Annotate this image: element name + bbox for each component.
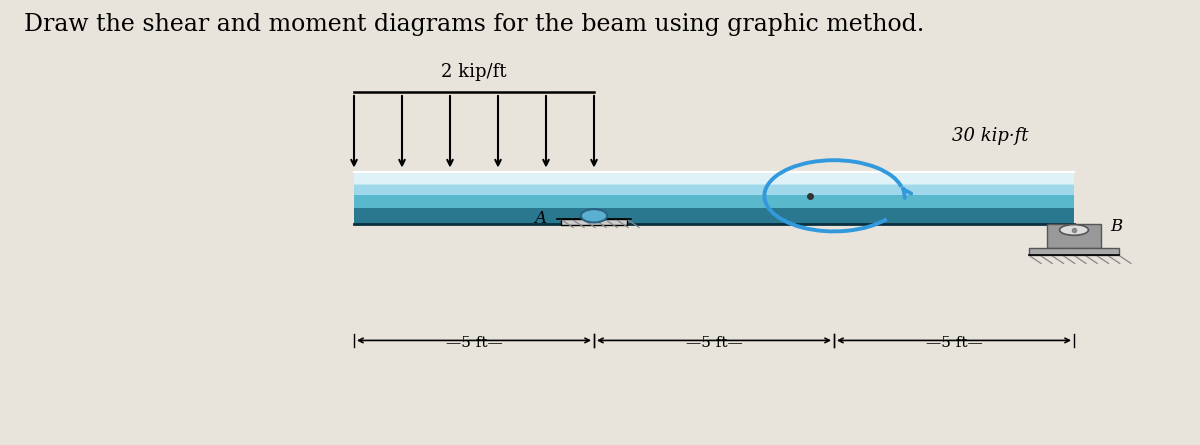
Text: 2 kip/ft: 2 kip/ft bbox=[442, 63, 506, 81]
Bar bbox=[562, 219, 628, 225]
Bar bbox=[354, 184, 1074, 195]
Bar bbox=[354, 208, 1074, 224]
Text: —5 ft—: —5 ft— bbox=[925, 336, 983, 350]
Bar bbox=[354, 172, 1074, 184]
Bar bbox=[354, 195, 1074, 208]
Ellipse shape bbox=[581, 209, 607, 222]
Text: 30 kip·ft: 30 kip·ft bbox=[952, 127, 1028, 145]
Text: A: A bbox=[534, 210, 546, 227]
Circle shape bbox=[1060, 225, 1088, 235]
Text: —5 ft—: —5 ft— bbox=[685, 336, 743, 350]
Text: —5 ft—: —5 ft— bbox=[445, 336, 503, 350]
FancyBboxPatch shape bbox=[1046, 224, 1102, 248]
Text: Draw the shear and moment diagrams for the beam using graphic method.: Draw the shear and moment diagrams for t… bbox=[24, 13, 924, 36]
Bar bbox=[1030, 248, 1120, 255]
Text: B: B bbox=[1111, 218, 1123, 235]
